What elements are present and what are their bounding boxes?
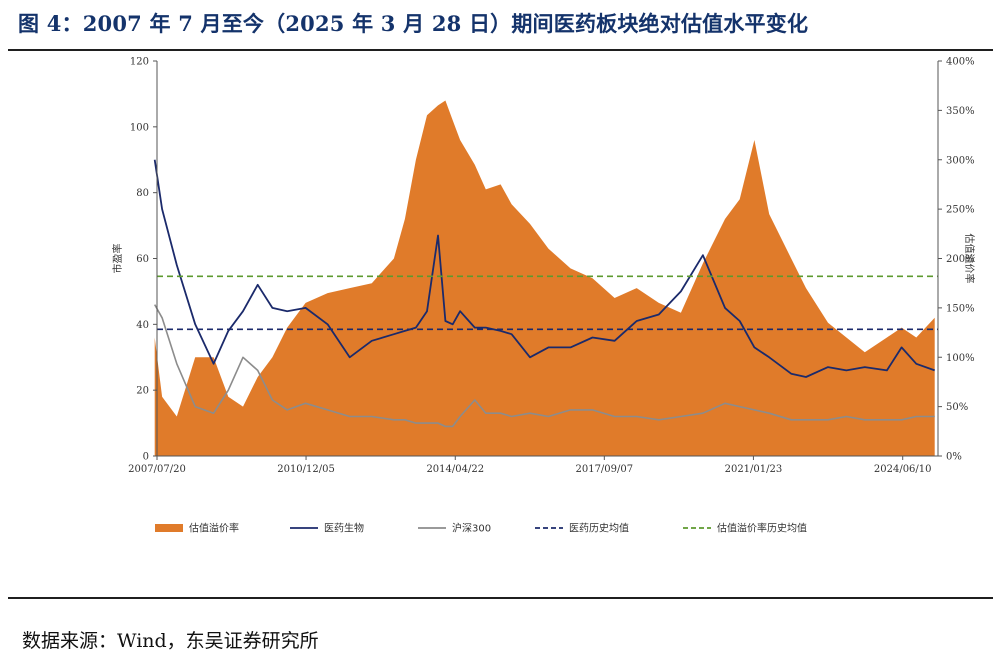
legend-item: 估值溢价率历史均值 (683, 522, 807, 535)
legend: 估值溢价率 医药生物 沪深300 医药历史均值 估值溢价率历史均值 (155, 522, 807, 535)
title-rule (8, 49, 993, 51)
legend-label: 沪深300 (452, 522, 491, 535)
x-tick-label: 2024/06/10 (874, 464, 932, 475)
y2-tick-label: 400% (946, 57, 975, 68)
x-tick-label: 2010/12/05 (277, 464, 335, 475)
chart: 0 20 40 60 80 100 120 0% 50% 100% 150% 200% 250% 300%… (111, 57, 976, 535)
y2-tick-label: 100% (946, 353, 975, 364)
x-tick-label: 2014/04/22 (426, 464, 484, 475)
series-pharma-line (153, 159, 936, 378)
legend-label: 医药历史均值 (569, 522, 629, 535)
legend-item: 医药生物 (290, 522, 364, 535)
source-note: 数据来源：Wind，东吴证券研究所 (22, 630, 319, 652)
y-tick-label: 100 (130, 122, 149, 133)
y-axis-title: 市盈率 (111, 244, 124, 274)
y2-tick-label: 50% (946, 402, 968, 413)
legend-label: 估值溢价率 (189, 522, 239, 535)
y-tick-label: 20 (136, 386, 149, 397)
legend-swatch (155, 524, 183, 532)
x-tick-label: 2021/01/23 (725, 464, 783, 475)
y-tick-label: 0 (143, 452, 149, 463)
legend-item: 沪深300 (418, 522, 491, 535)
y-tick-label: 120 (130, 57, 149, 68)
plot-layer (153, 100, 938, 456)
series-premium-area (154, 100, 935, 456)
y2-tick-label: 350% (946, 106, 975, 117)
series-hs300-line (154, 304, 935, 428)
y-tick-label: 40 (136, 320, 149, 331)
legend-label: 医药生物 (324, 522, 364, 535)
y2-tick-label: 250% (946, 205, 975, 216)
x-tick-label: 2017/09/07 (575, 464, 633, 475)
x-tick-label: 2007/07/20 (128, 464, 186, 475)
legend-item: 医药历史均值 (535, 522, 629, 535)
y2-tick-label: 200% (946, 254, 975, 265)
y2-tick-label: 150% (946, 303, 975, 314)
figure-title: 图 4：2007 年 7 月至今（2025 年 3 月 28 日）期间医药板块绝… (18, 11, 809, 36)
y2-axis-title: 估值溢价率 (963, 234, 976, 284)
y2-tick-label: 0% (946, 452, 962, 463)
legend-item: 估值溢价率 (155, 522, 239, 535)
axis-layer: 0 20 40 60 80 100 120 0% 50% 100% 150% 200% 250% 300%… (111, 57, 976, 476)
y-tick-label: 80 (136, 188, 149, 199)
legend-label: 估值溢价率历史均值 (717, 522, 807, 535)
y-tick-label: 60 (136, 254, 149, 265)
bottom-rule (8, 597, 993, 599)
y2-tick-label: 300% (946, 155, 975, 166)
